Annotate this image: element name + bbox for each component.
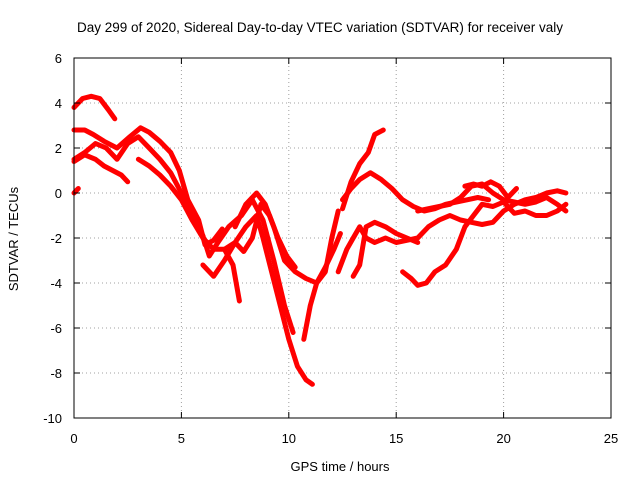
series-layer	[71, 93, 569, 387]
x-tick-label: 15	[389, 431, 403, 446]
x-tick-label: 25	[604, 431, 618, 446]
series-track-13	[340, 170, 492, 214]
x-tick-label: 5	[178, 431, 185, 446]
y-tick-label: 4	[55, 96, 62, 111]
x-tick-label: 20	[496, 431, 510, 446]
x-tick-label: 0	[70, 431, 77, 446]
y-axis-label: SDTVAR / TECUs	[6, 186, 21, 291]
grid-lines	[74, 58, 611, 418]
y-tick-label: 2	[55, 141, 62, 156]
series-track-5	[71, 186, 81, 196]
y-tick-labels: -10 -8 -6 -4 -2 0 2 4 6	[43, 51, 62, 426]
series-track-17	[415, 181, 569, 214]
y-tick-label: -6	[50, 321, 62, 336]
series-track-12	[340, 127, 386, 212]
plot-frame	[73, 57, 612, 419]
x-tick-labels: 0 5 10 15 20 25	[70, 431, 618, 446]
series-track-15	[350, 219, 421, 279]
y-tick-label: -10	[43, 411, 62, 426]
series-track-3	[71, 134, 206, 239]
series-track-1	[71, 93, 118, 122]
series-track-4	[71, 152, 131, 185]
x-axis-label: GPS time / hours	[291, 459, 390, 474]
series-track-9	[221, 201, 298, 270]
series-track-16	[400, 199, 569, 288]
series-track-11	[301, 231, 343, 342]
x-tick-label: 10	[282, 431, 296, 446]
y-tick-label: -8	[50, 366, 62, 381]
y-tick-label: 0	[55, 186, 62, 201]
y-tick-label: -4	[50, 276, 62, 291]
y-tick-label: 6	[55, 51, 62, 66]
y-tick-label: -2	[50, 231, 62, 246]
series-track-18	[462, 179, 519, 200]
chart-title: Day 299 of 2020, Sidereal Day-to-day VTE…	[77, 20, 563, 35]
series-track-8	[200, 213, 315, 387]
